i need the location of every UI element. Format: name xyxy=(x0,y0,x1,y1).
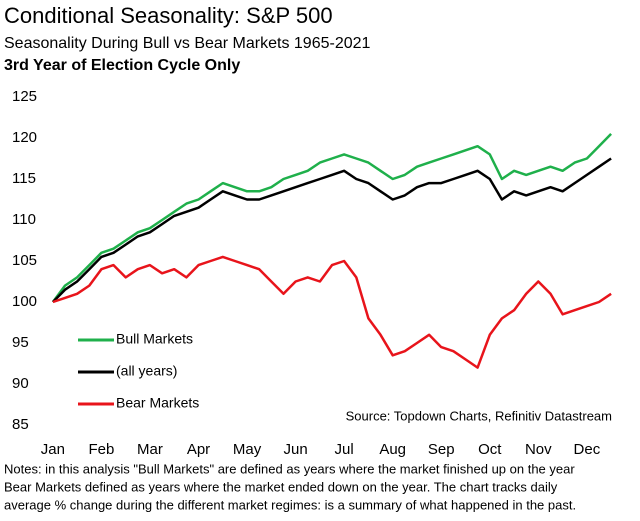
chart-title: Conditional Seasonality: S&P 500 xyxy=(4,3,333,28)
x-tick-label: Dec xyxy=(574,441,601,458)
note: Notes: in this analysis "Bull Markets" a… xyxy=(4,461,575,476)
x-tick-label: Feb xyxy=(88,441,114,458)
note: Bear Markets defined as years where the … xyxy=(4,479,558,494)
source: Source: Topdown Charts, Refinitiv Datast… xyxy=(346,408,612,423)
y-tick-label: 125 xyxy=(12,88,37,105)
legend-label: Bear Markets xyxy=(116,395,199,411)
y-tick-label: 100 xyxy=(12,293,37,310)
x-tick-label: Aug xyxy=(379,441,406,458)
y-tick-label: 85 xyxy=(12,416,29,433)
x-tick-label: Apr xyxy=(187,441,210,458)
series-line xyxy=(52,157,612,303)
x-tick-label: Nov xyxy=(525,441,552,458)
y-tick-label: 115 xyxy=(12,170,36,187)
chart-subtitle: Seasonality During Bull vs Bear Markets … xyxy=(4,35,371,52)
x-tick-label: Mar xyxy=(137,441,163,458)
series-line xyxy=(51,133,612,303)
series-line xyxy=(52,255,612,369)
y-tick-label: 110 xyxy=(12,211,36,228)
x-tick-label: May xyxy=(233,441,262,458)
x-tick-label: Jul xyxy=(335,441,354,458)
x-tick-label: Jan xyxy=(41,441,65,458)
note: average % change during the different ma… xyxy=(4,497,576,512)
y-tick-label: 90 xyxy=(12,375,29,392)
legend-label: Bull Markets xyxy=(116,331,193,347)
y-tick-label: 95 xyxy=(12,334,29,351)
x-tick-label: Oct xyxy=(478,441,502,458)
chart-subtitle2: 3rd Year of Election Cycle Only xyxy=(4,57,240,74)
y-tick-label: 120 xyxy=(12,129,37,146)
legend-label: (all years) xyxy=(116,363,177,379)
x-tick-label: Jun xyxy=(283,441,307,458)
y-tick-label: 105 xyxy=(12,252,37,269)
x-tick-label: Sep xyxy=(428,441,455,458)
